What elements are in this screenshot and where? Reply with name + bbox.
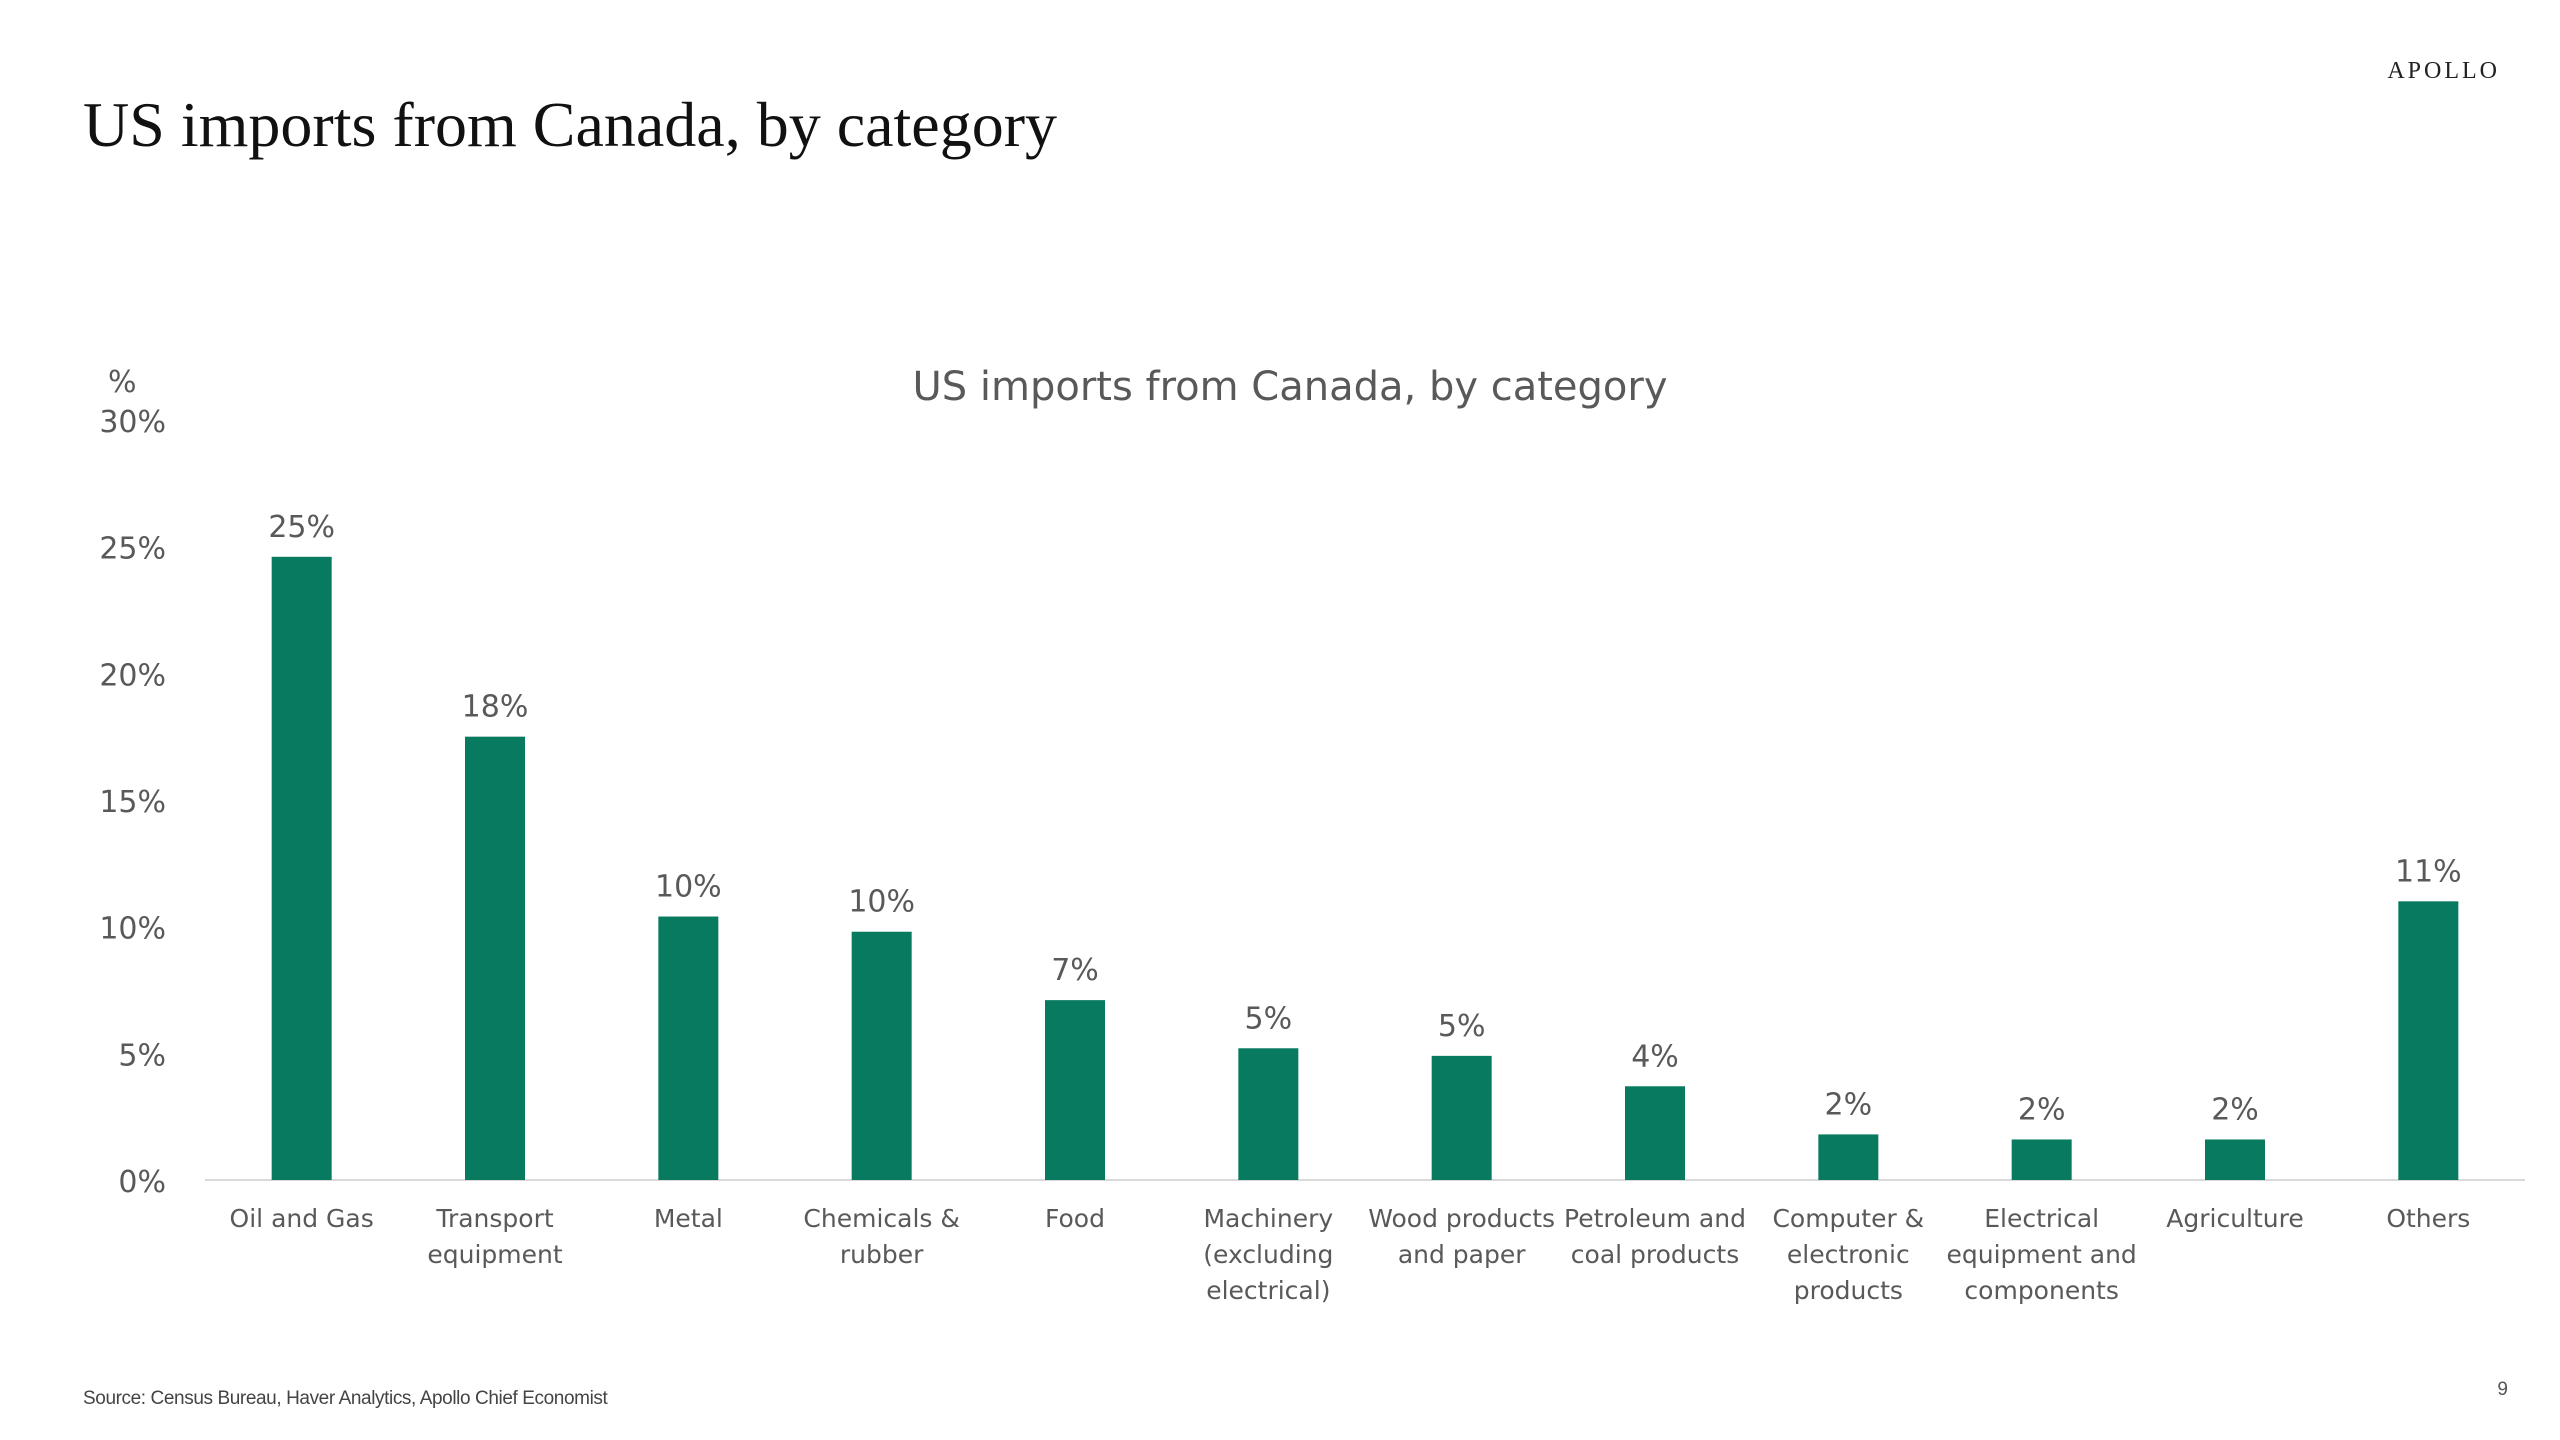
data-label: 2% xyxy=(2018,1092,2066,1127)
bar xyxy=(2205,1139,2265,1180)
x-tick-label: Machinery (excluding electrical) xyxy=(1203,1204,1333,1305)
bar xyxy=(2398,901,2459,1180)
data-labels-group: 25% 18% 10% 10% 7% 5% 5% 4% 2% 2% 2% 11% xyxy=(268,510,2461,1128)
data-label: 2% xyxy=(2211,1092,2259,1127)
bars-group xyxy=(271,556,2459,1180)
data-label: 4% xyxy=(1631,1039,1679,1074)
y-tick-label: 5% xyxy=(118,1038,166,1073)
x-axis-labels: Oil and Gas Transport equipment Metal Chemic… xyxy=(230,1204,2471,1305)
x-tick-label: Others xyxy=(2386,1204,2470,1233)
x-tick-label: Metal xyxy=(654,1204,723,1233)
y-axis-ticks: 0% 5% 10% 15% 20% 25% 30% xyxy=(99,405,166,1200)
data-label: 5% xyxy=(1438,1009,1486,1044)
source-note: Source: Census Bureau, Haver Analytics, … xyxy=(83,1388,608,1409)
bar xyxy=(271,556,332,1180)
x-tick-label: Petroleum and coal products xyxy=(1564,1204,1746,1269)
x-tick-label: Wood products and paper xyxy=(1368,1204,1555,1269)
bar xyxy=(1625,1086,1685,1180)
x-tick-label: Chemicals & rubber xyxy=(803,1204,959,1269)
data-label: 10% xyxy=(848,885,915,920)
bar xyxy=(2011,1139,2072,1180)
y-tick-label: 20% xyxy=(99,658,166,693)
data-label: 11% xyxy=(2395,854,2462,889)
y-tick-label: 15% xyxy=(99,785,166,820)
x-tick-label: Transport equipment xyxy=(427,1204,562,1269)
chart-title: US imports from Canada, by category xyxy=(913,364,1668,410)
x-tick-label: Electrical equipment and components xyxy=(1947,1204,2137,1305)
x-tick-label: Agriculture xyxy=(2166,1204,2304,1233)
bar xyxy=(851,931,912,1180)
x-tick-label: Food xyxy=(1045,1204,1105,1233)
y-tick-label: 25% xyxy=(99,532,166,567)
y-tick-label: 0% xyxy=(118,1165,166,1200)
data-label: 25% xyxy=(268,510,335,545)
y-axis-label: % xyxy=(108,365,137,400)
slide-title: US imports from Canada, by category xyxy=(83,89,1057,160)
bar xyxy=(1818,1134,1879,1180)
bar xyxy=(658,916,719,1180)
bar xyxy=(1045,1000,1105,1180)
bar xyxy=(465,736,525,1180)
bar xyxy=(1431,1055,1492,1180)
x-tick-label: Computer & electronic products xyxy=(1772,1204,1924,1305)
data-label: 2% xyxy=(1825,1087,1873,1122)
data-label: 18% xyxy=(462,690,529,725)
data-label: 5% xyxy=(1245,1001,1293,1036)
y-tick-label: 10% xyxy=(99,912,166,947)
brand-logo: APOLLO xyxy=(2387,58,2500,84)
y-tick-label: 30% xyxy=(99,405,166,440)
x-tick-label: Oil and Gas xyxy=(230,1204,374,1233)
bar xyxy=(1238,1048,1299,1180)
data-label: 10% xyxy=(655,870,722,905)
page-number: 9 xyxy=(2497,1379,2508,1400)
data-label: 7% xyxy=(1051,953,1099,988)
